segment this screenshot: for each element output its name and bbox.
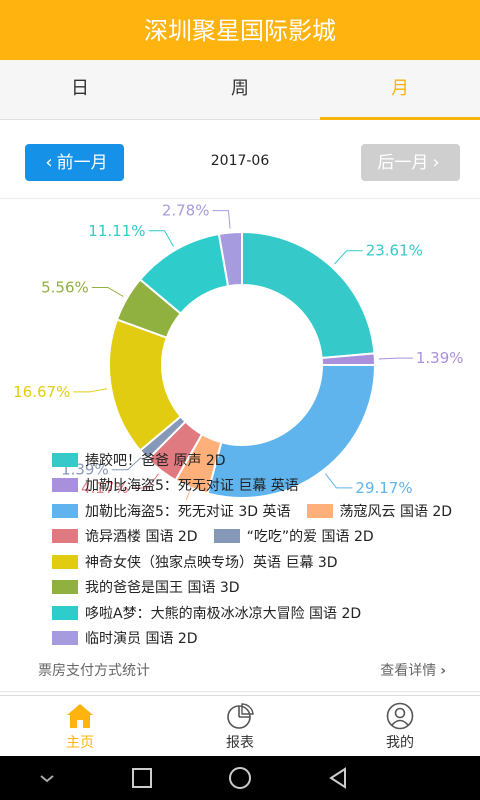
label-leader-line: [131, 473, 160, 489]
slice-percent-label: 11.11%: [88, 222, 145, 240]
legend-swatch: [52, 554, 78, 569]
view-details-label: 查看详情: [380, 663, 437, 679]
pie-slice[interactable]: [206, 363, 377, 499]
legend-row: 我的爸爸是国王 国语 3D: [52, 575, 472, 601]
label-leader-line: [325, 473, 353, 489]
nav-home-label: 主页: [66, 735, 94, 751]
legend-item[interactable]: 加勒比海盗5：死无对证 巨幕 英语: [52, 475, 299, 495]
legend-label: 临时演员 国语 2D: [85, 631, 198, 648]
legend-label: “吃吃”的爱 国语 2D: [246, 529, 374, 546]
slice-percent-label: 23.61%: [366, 242, 423, 260]
nav-mine[interactable]: 我的: [320, 696, 480, 756]
back-icon[interactable]: [326, 766, 350, 790]
chart-legend: 捧跤吧！爸爸 原声 2D 加勒比海盗5：死无对证 巨幕 英语 加勒比海盗5：死无对证…: [52, 447, 472, 651]
label-leader-line: [73, 388, 108, 393]
legend-row: 加勒比海盗5：死无对证 巨幕 英语: [52, 473, 472, 499]
label-leader-line: [111, 457, 142, 471]
nav-home[interactable]: 主页: [0, 696, 160, 756]
legend-label: 我的爸爸是国王 国语 3D: [85, 580, 240, 597]
slice-percent-label: 2.78%: [162, 202, 210, 220]
label-leader-line: [212, 210, 231, 229]
prev-month-button[interactable]: ‹ 前一月: [25, 144, 124, 181]
legend-row: 加勒比海盗5：死无对证 3D 英语 荡寇风云 国语 2D: [52, 498, 472, 524]
slice-percent-label: 16.67%: [13, 383, 70, 401]
label-leader-line: [378, 357, 413, 360]
legend-swatch: [52, 529, 78, 544]
home-icon: [67, 704, 93, 728]
tab-week[interactable]: 周: [231, 78, 249, 99]
chevron-down-icon[interactable]: [37, 771, 57, 785]
legend-swatch: [52, 452, 78, 467]
legend-swatch: [52, 503, 78, 518]
label-leader-line: [334, 250, 363, 265]
prev-month-label: 前一月: [56, 153, 108, 173]
system-nav-bar: [0, 756, 480, 800]
legend-item[interactable]: 加勒比海盗5：死无对证 3D 英语: [52, 501, 291, 521]
donut-chart: 23.61%1.39%29.17%4.17%4.17%1.39%16.67%5.…: [13, 202, 464, 500]
nav-mine-label: 我的: [386, 735, 414, 751]
chevron-right-icon: ›: [440, 663, 446, 679]
slice-percent-label: 5.56%: [41, 279, 89, 297]
legend-row: 哆啦A梦：大熊的南极冰冰凉大冒险 国语 2D: [52, 600, 472, 626]
legend-label: 神奇女侠（独家点映专场）英语 巨幕 3D: [85, 554, 338, 571]
payment-stats-row[interactable]: 票房支付方式统计 查看详情 ›: [0, 650, 480, 692]
slice-percent-label: 4.17%: [81, 479, 129, 497]
view-details-link[interactable]: 查看详情 ›: [380, 660, 446, 680]
pie-chart-icon: [227, 703, 254, 729]
legend-item[interactable]: 神奇女侠（独家点映专场）英语 巨幕 3D: [52, 552, 338, 572]
chevron-left-icon: ‹: [45, 152, 53, 173]
pie-slice[interactable]: [241, 230, 376, 360]
legend-row: 临时演员 国语 2D: [52, 626, 472, 652]
legend-item[interactable]: 我的爸爸是国王 国语 3D: [52, 577, 240, 597]
movie-share-chart: 23.61%1.39%29.17%4.17%4.17%1.39%16.67%5.…: [0, 200, 480, 650]
user-icon: [386, 702, 414, 730]
legend-item[interactable]: 诡异酒楼 国语 2D: [52, 526, 198, 546]
label-leader-line: [91, 287, 124, 297]
app-header: 深圳聚星国际影城: [0, 0, 480, 60]
label-leader-line: [148, 230, 174, 247]
legend-swatch: [52, 580, 78, 595]
legend-row: 诡异酒楼 国语 2D “吃吃”的爱 国语 2D: [52, 524, 472, 550]
slice-percent-label: 1.39%: [416, 349, 464, 367]
legend-swatch: [52, 631, 78, 646]
legend-item[interactable]: 捧跤吧！爸爸 原声 2D: [52, 450, 226, 470]
legend-item[interactable]: 荡寇风云 国语 2D: [306, 501, 453, 521]
slice-percent-label: 4.17%: [116, 499, 164, 500]
period-tabs: 日 周 月: [0, 60, 480, 120]
legend-label: 捧跤吧！爸爸 原声 2D: [85, 452, 226, 469]
legend-item[interactable]: 哆啦A梦：大熊的南极冰冰凉大冒险 国语 2D: [52, 603, 361, 623]
chevron-right-icon: ›: [432, 152, 440, 173]
home-button-icon[interactable]: [227, 765, 253, 791]
recent-apps-icon[interactable]: [130, 766, 154, 790]
legend-swatch: [213, 529, 240, 544]
next-month-label: 后一月: [377, 153, 429, 173]
legend-label: 诡异酒楼 国语 2D: [85, 529, 198, 546]
page-title: 深圳聚星国际影城: [144, 17, 336, 45]
legend-label: 哆啦A梦：大熊的南极冰冰凉大冒险 国语 2D: [85, 605, 362, 622]
pie-slice[interactable]: [217, 230, 243, 288]
legend-label: 加勒比海盗5：死无对证 3D 英语: [85, 503, 291, 520]
bottom-nav: 主页 报表 我的: [0, 695, 480, 756]
next-month-button[interactable]: 后一月 ›: [361, 144, 460, 181]
legend-swatch: [52, 478, 78, 493]
nav-report-label: 报表: [226, 735, 254, 751]
legend-label: 荡寇风云 国语 2D: [339, 503, 453, 520]
slice-percent-label: 29.17%: [355, 479, 412, 497]
legend-row: 神奇女侠（独家点映专场）英语 巨幕 3D: [52, 549, 472, 575]
label-leader-line: [185, 491, 191, 500]
tab-month[interactable]: 月: [320, 60, 480, 120]
tab-day[interactable]: 日: [71, 78, 89, 99]
legend-swatch: [306, 503, 333, 518]
legend-label: 加勒比海盗5：死无对证 巨幕 英语: [85, 478, 299, 495]
legend-item[interactable]: “吃吃”的爱 国语 2D: [213, 526, 374, 546]
payment-stats-title: 票房支付方式统计: [38, 663, 150, 679]
nav-report[interactable]: 报表: [160, 696, 320, 756]
legend-row: 捧跤吧！爸爸 原声 2D: [52, 447, 472, 473]
date-navigator: ‹ 前一月 2017-06 后一月 ›: [0, 141, 480, 199]
legend-item[interactable]: 临时演员 国语 2D: [52, 628, 198, 648]
current-month: 2017-06: [210, 153, 270, 169]
legend-swatch: [52, 605, 78, 620]
